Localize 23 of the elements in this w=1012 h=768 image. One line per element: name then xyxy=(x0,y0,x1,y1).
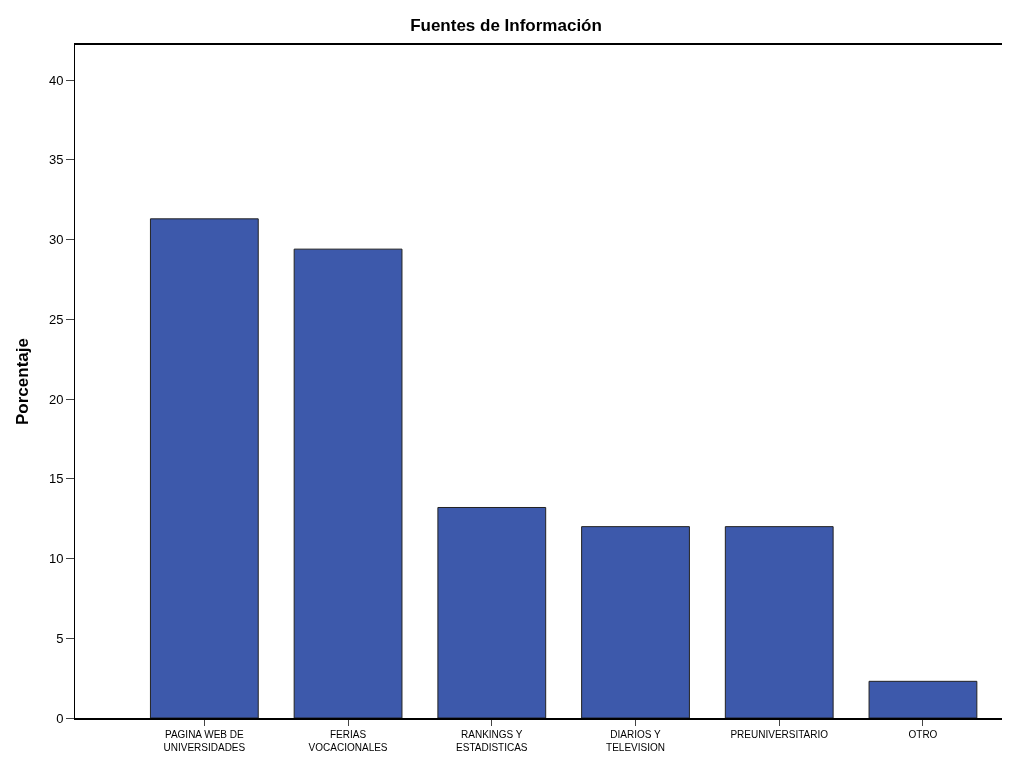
y-tick-label: 0 xyxy=(56,710,64,726)
y-tick-label: 10 xyxy=(48,551,64,567)
x-tick-label: PAGINA WEB DE UNIVERSIDADES xyxy=(163,728,246,753)
x-tick-label: RANKINGS Y ESTADISTICAS xyxy=(456,728,528,753)
x-tick-label: DIARIOS Y TELEVISION xyxy=(606,728,665,753)
bar xyxy=(581,526,690,718)
x-tick-label: FERIAS VOCACIONALES xyxy=(308,728,388,753)
y-tick-label: 15 xyxy=(48,471,64,487)
bar xyxy=(149,218,259,718)
y-tick-label: 30 xyxy=(48,232,64,248)
y-tick-label: 40 xyxy=(48,72,64,88)
y-tick-label: 35 xyxy=(48,152,64,168)
chart-title: Fuentes de Información xyxy=(410,16,602,36)
x-tick-label: PREUNIVERSITARIO xyxy=(730,728,829,740)
bar xyxy=(868,680,978,718)
y-tick-label: 25 xyxy=(48,311,64,327)
y-axis-title: Porcentaje xyxy=(13,338,33,425)
bar xyxy=(724,526,834,718)
x-tick-label: OTRO xyxy=(908,728,938,740)
y-tick-label: 20 xyxy=(48,391,64,407)
bar xyxy=(437,506,547,718)
bar xyxy=(293,248,403,718)
y-tick-label: 5 xyxy=(56,630,64,646)
